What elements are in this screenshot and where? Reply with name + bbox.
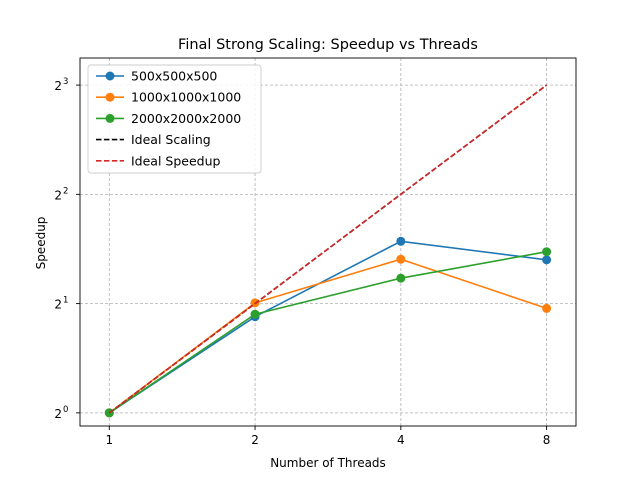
legend-label: Ideal Speedup <box>131 153 221 168</box>
series-line-ideal-speedup <box>108 84 548 414</box>
y-tick-label: 2 <box>54 188 62 202</box>
y-tick-exponent: 2 <box>63 186 68 196</box>
y-axis-label: Speedup <box>34 217 48 270</box>
legend-marker <box>105 71 115 81</box>
legend-marker <box>105 113 115 123</box>
y-ticks: 2 02 12 22 3 <box>54 77 80 421</box>
legend-marker <box>105 92 115 102</box>
data-point <box>396 254 406 264</box>
legend-label: 500x500x500 <box>131 69 217 84</box>
y-tick-exponent: 3 <box>63 77 68 87</box>
x-tick-label: 1 <box>105 433 113 447</box>
series-line-2000x2000x2000 <box>108 250 547 414</box>
legend-box <box>87 64 262 174</box>
legend-label: 1000x1000x1000 <box>131 90 241 105</box>
legend-label: Ideal Scaling <box>131 132 211 147</box>
y-tick-label: 2 <box>54 407 62 421</box>
chart-title: Final Strong Scaling: Speedup vs Threads <box>178 37 478 53</box>
x-tick-label: 8 <box>543 433 551 447</box>
legend: 500x500x500 1000x1000x1000 2000x2000x2000 I… <box>87 64 262 174</box>
data-point <box>542 247 552 257</box>
data-point <box>396 273 406 283</box>
x-ticks: 1 2 4 8 <box>105 426 550 447</box>
data-point <box>542 255 552 265</box>
data-point <box>542 303 552 313</box>
series-line-500x500x500 <box>108 240 547 414</box>
y-tick-exponent: 1 <box>63 296 68 306</box>
y-tick-exponent: 0 <box>63 405 68 415</box>
legend-label: 2000x2000x2000 <box>131 111 241 126</box>
x-tick-label: 4 <box>397 433 405 447</box>
plot-lines <box>104 84 552 418</box>
plot-frame <box>79 57 577 427</box>
data-point <box>396 236 406 246</box>
y-tick-label: 2 <box>54 298 62 312</box>
data-point <box>250 309 260 319</box>
y-tick-label: 2 <box>54 79 62 93</box>
x-axis-label: Number of Threads <box>270 456 386 470</box>
x-tick-label: 2 <box>251 433 259 447</box>
